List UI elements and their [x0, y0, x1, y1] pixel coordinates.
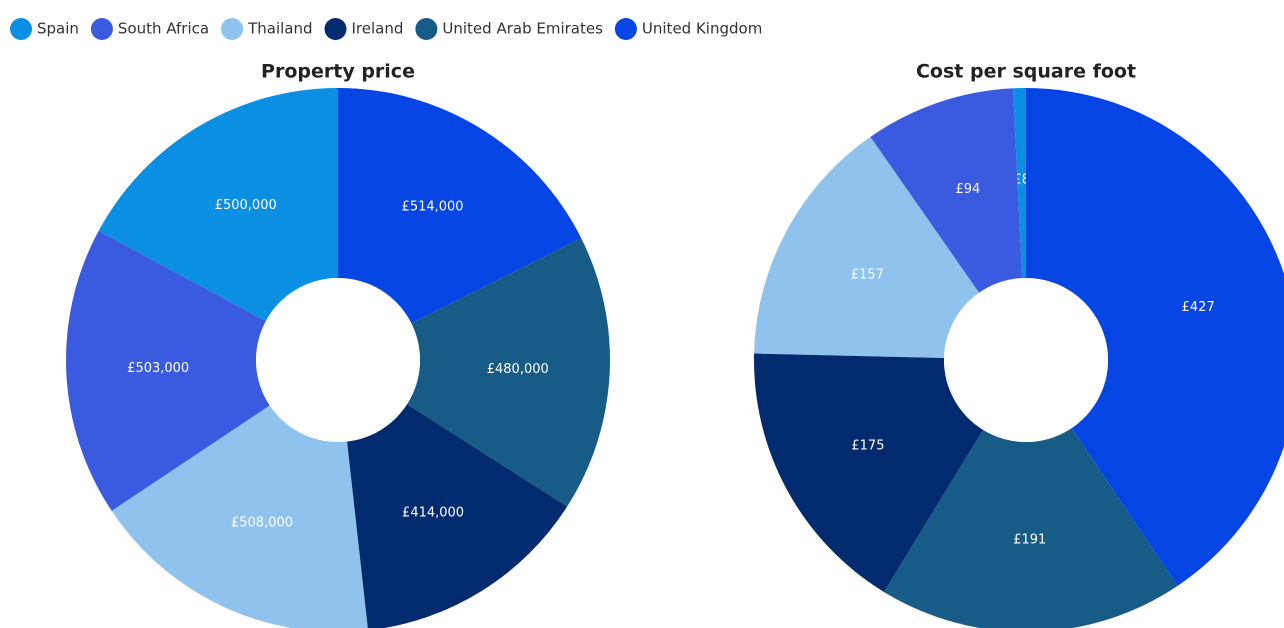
legend-label: South Africa — [118, 20, 209, 38]
legend-label: United Kingdom — [642, 20, 762, 38]
donut-slice — [1026, 88, 1284, 586]
value-label: £94 — [956, 182, 981, 197]
value-label: £427 — [1182, 300, 1215, 315]
legend-swatch — [415, 18, 438, 40]
donut-slice — [754, 136, 980, 359]
value-label: £514,000 — [402, 199, 464, 214]
donut-slice — [347, 404, 568, 628]
legend-swatch — [324, 18, 347, 40]
value-label: £508,000 — [231, 516, 293, 531]
value-label: £191 — [1013, 532, 1046, 547]
donut-slice — [407, 238, 610, 507]
donut-slice — [1013, 88, 1026, 279]
legend-swatch — [90, 18, 113, 40]
value-label: £414,000 — [402, 505, 464, 520]
donut-slice — [65, 230, 270, 511]
value-label: £480,000 — [487, 362, 549, 377]
legend-swatch — [10, 18, 32, 40]
donut-slice — [98, 88, 338, 322]
legend-label: Ireland — [352, 20, 404, 38]
value-label: £500,000 — [215, 198, 277, 213]
donut-slice — [111, 405, 368, 628]
legend-label: Spain — [37, 20, 79, 38]
donut-hole — [944, 278, 1108, 442]
value-label: £175 — [851, 439, 884, 454]
chart-title: Property price — [261, 61, 415, 83]
value-label: £157 — [851, 267, 884, 282]
donut-hole — [256, 278, 420, 442]
donut-slice — [754, 353, 984, 592]
value-label: £503,000 — [127, 361, 189, 376]
donut-slice — [883, 428, 1178, 628]
donut-slice — [338, 88, 582, 324]
legend-label: United Arab Emirates — [442, 20, 603, 38]
legend-swatch — [221, 18, 244, 40]
legend-swatch — [614, 18, 637, 40]
chart-title: Cost per square foot — [916, 61, 1136, 83]
donut-slice — [870, 88, 1023, 293]
legend-label: Thailand — [247, 20, 312, 38]
legend: Spain South Africa Thailand Ireland United A… — [10, 18, 762, 40]
